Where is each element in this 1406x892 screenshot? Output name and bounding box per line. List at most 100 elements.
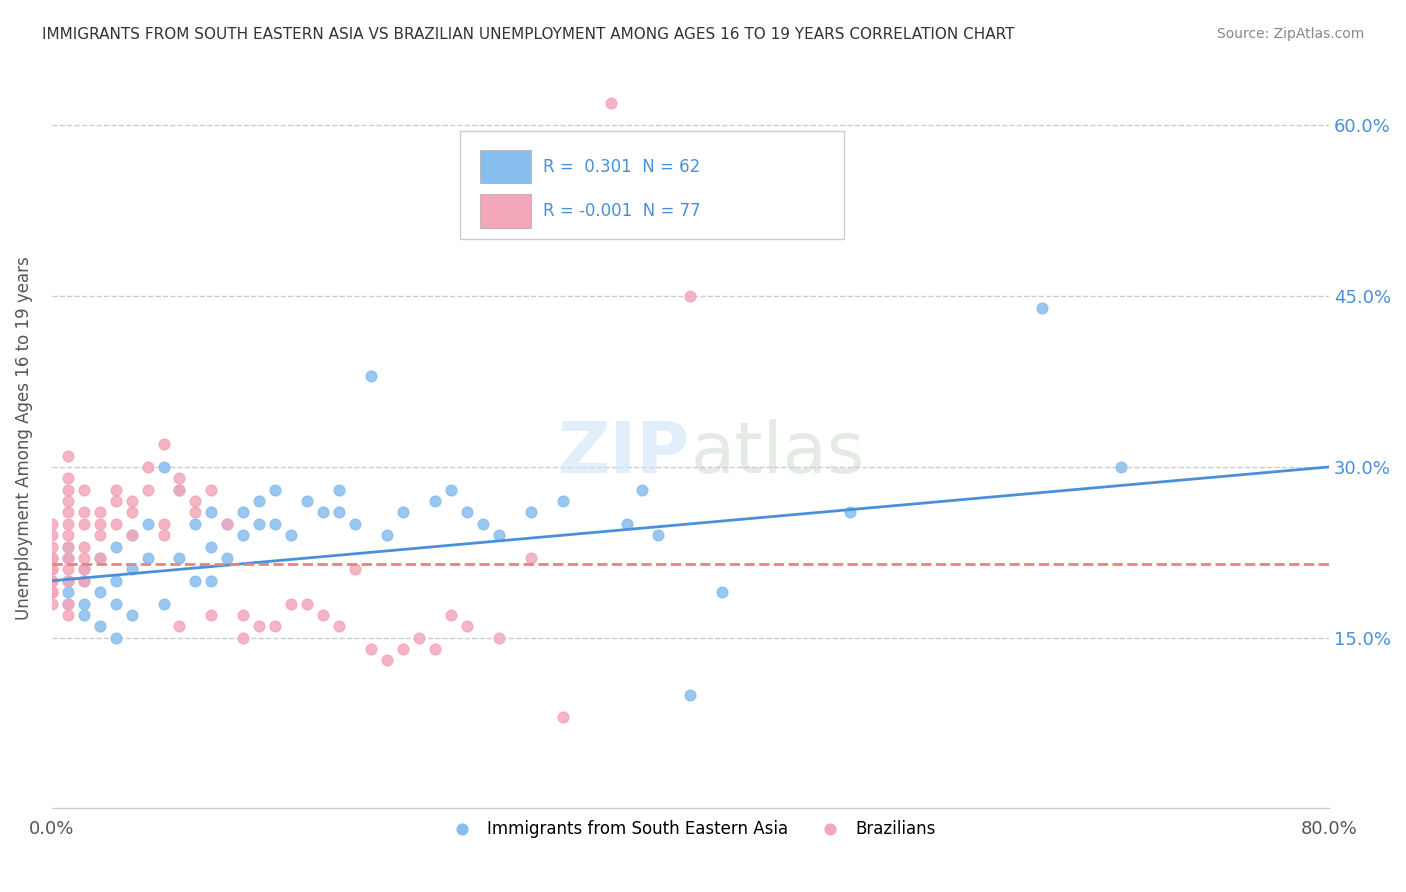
Point xyxy=(56,551,79,566)
Point xyxy=(121,562,143,576)
Point xyxy=(360,642,382,657)
Point xyxy=(312,607,335,622)
Point xyxy=(104,540,127,554)
Point xyxy=(56,471,79,485)
Text: IMMIGRANTS FROM SOUTH EASTERN ASIA VS BRAZILIAN UNEMPLOYMENT AMONG AGES 16 TO 19: IMMIGRANTS FROM SOUTH EASTERN ASIA VS BR… xyxy=(42,27,1015,42)
Point xyxy=(121,607,143,622)
Point xyxy=(89,506,111,520)
Text: R = -0.001  N = 77: R = -0.001 N = 77 xyxy=(544,202,702,220)
Point xyxy=(679,289,702,303)
Point xyxy=(104,597,127,611)
Point xyxy=(247,516,270,531)
Point xyxy=(41,585,63,599)
Point xyxy=(104,631,127,645)
Point xyxy=(56,562,79,576)
FancyBboxPatch shape xyxy=(461,131,844,239)
Point xyxy=(152,597,174,611)
Point xyxy=(56,516,79,531)
Point xyxy=(73,574,96,588)
Point xyxy=(488,631,510,645)
Point xyxy=(217,551,239,566)
Point xyxy=(56,528,79,542)
Point xyxy=(169,551,191,566)
Point xyxy=(711,585,734,599)
Point xyxy=(184,574,207,588)
Y-axis label: Unemployment Among Ages 16 to 19 years: Unemployment Among Ages 16 to 19 years xyxy=(15,257,32,620)
Point xyxy=(392,506,415,520)
Point xyxy=(73,540,96,554)
Point xyxy=(121,528,143,542)
Point xyxy=(41,528,63,542)
Point xyxy=(519,506,541,520)
Point xyxy=(41,574,63,588)
Point xyxy=(152,528,174,542)
Point xyxy=(232,607,254,622)
Point xyxy=(121,494,143,508)
Point xyxy=(423,642,446,657)
Point xyxy=(375,653,398,667)
Point xyxy=(247,619,270,633)
Point xyxy=(295,494,318,508)
Point xyxy=(56,597,79,611)
Point xyxy=(232,506,254,520)
Point xyxy=(280,597,302,611)
Point xyxy=(375,528,398,542)
Point xyxy=(73,551,96,566)
Text: R =  0.301  N = 62: R = 0.301 N = 62 xyxy=(544,158,700,176)
Point xyxy=(56,585,79,599)
Point xyxy=(56,483,79,497)
Point xyxy=(73,483,96,497)
Point xyxy=(73,597,96,611)
Point xyxy=(56,574,79,588)
Point xyxy=(89,551,111,566)
Point xyxy=(295,597,318,611)
Point xyxy=(73,516,96,531)
Point xyxy=(440,483,463,497)
Point xyxy=(200,607,222,622)
Point xyxy=(280,528,302,542)
Point xyxy=(200,574,222,588)
Point xyxy=(200,483,222,497)
FancyBboxPatch shape xyxy=(479,194,530,227)
Point xyxy=(312,506,335,520)
Point xyxy=(616,516,638,531)
Point xyxy=(56,494,79,508)
Point xyxy=(152,516,174,531)
Point xyxy=(344,516,367,531)
Point xyxy=(56,597,79,611)
Point xyxy=(264,516,287,531)
Point xyxy=(679,688,702,702)
Point xyxy=(41,585,63,599)
Point xyxy=(247,494,270,508)
Point xyxy=(328,483,350,497)
Point xyxy=(56,449,79,463)
Point xyxy=(169,471,191,485)
Point xyxy=(89,528,111,542)
Point xyxy=(89,585,111,599)
Point xyxy=(56,506,79,520)
Point xyxy=(56,540,79,554)
Point xyxy=(471,516,494,531)
Point xyxy=(136,551,159,566)
Point xyxy=(73,506,96,520)
Point xyxy=(41,562,63,576)
Point xyxy=(328,619,350,633)
Point xyxy=(41,540,63,554)
Point xyxy=(408,631,430,645)
Point xyxy=(104,494,127,508)
Point xyxy=(169,483,191,497)
Point xyxy=(56,574,79,588)
Point xyxy=(121,506,143,520)
Point xyxy=(73,607,96,622)
Point xyxy=(56,551,79,566)
Point xyxy=(217,516,239,531)
Point xyxy=(136,459,159,474)
Point xyxy=(647,528,669,542)
Point xyxy=(631,141,654,155)
Point xyxy=(344,562,367,576)
Point xyxy=(152,437,174,451)
Point xyxy=(456,506,478,520)
Point xyxy=(41,574,63,588)
Point xyxy=(41,562,63,576)
Point xyxy=(152,459,174,474)
